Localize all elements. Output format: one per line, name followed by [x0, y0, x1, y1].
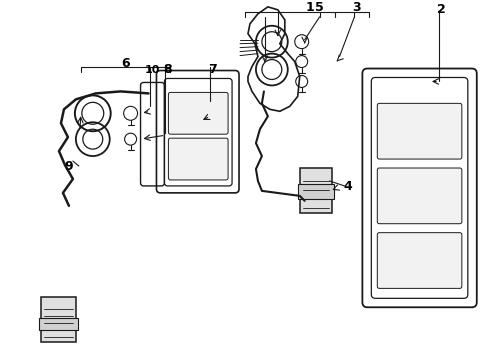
Text: 6: 6 [122, 57, 130, 70]
Text: 10: 10 [145, 64, 160, 75]
Text: 3: 3 [352, 1, 361, 14]
Text: 2: 2 [437, 3, 445, 16]
Text: 5: 5 [315, 1, 324, 14]
FancyBboxPatch shape [300, 168, 332, 213]
Text: 8: 8 [163, 63, 172, 76]
FancyBboxPatch shape [169, 93, 228, 134]
FancyBboxPatch shape [377, 233, 462, 288]
Text: 1: 1 [305, 1, 314, 14]
FancyBboxPatch shape [377, 103, 462, 159]
FancyBboxPatch shape [41, 297, 76, 342]
FancyBboxPatch shape [169, 138, 228, 180]
FancyBboxPatch shape [377, 168, 462, 224]
FancyBboxPatch shape [39, 318, 78, 330]
Text: 4: 4 [343, 180, 352, 193]
Text: 9: 9 [65, 159, 73, 172]
FancyBboxPatch shape [298, 184, 334, 199]
Text: 7: 7 [208, 63, 217, 76]
